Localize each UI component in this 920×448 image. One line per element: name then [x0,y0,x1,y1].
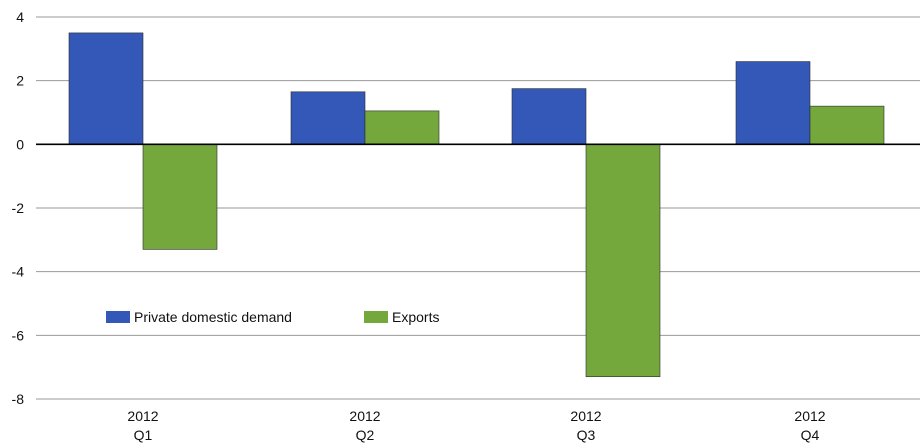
y-tick-label: 4 [16,9,24,25]
x-category-year-label: 2012 [794,408,825,424]
bar-exports-q1 [142,144,218,250]
y-tick-label: -4 [12,264,25,280]
y-tick-label: -8 [12,391,25,407]
bar-private-domestic-demand-q3 [511,88,587,145]
legend: Private domestic demand Exports [106,309,439,325]
bar-exports-q4 [809,105,885,145]
y-tick-label: 0 [16,136,24,152]
y-axis-tick-labels: 4 2 0 -2 -4 -6 -8 [12,9,25,407]
bar-exports-q2 [364,110,440,145]
x-category-year-label: 2012 [570,408,601,424]
bar-private-domestic-demand-q1 [68,32,144,145]
bar-private-domestic-demand-q2 [290,91,366,145]
x-axis-category-labels: 2012 Q1 2012 Q2 2012 Q3 2012 Q4 [127,408,825,443]
legend-label-private-domestic-demand: Private domestic demand [134,309,292,325]
bar-private-domestic-demand-q4 [735,61,811,145]
x-category-quarter-label: Q4 [801,427,820,443]
legend-label-exports: Exports [392,309,439,325]
x-category-year-label: 2012 [127,408,158,424]
x-category-quarter-label: Q3 [577,427,596,443]
x-category-quarter-label: Q1 [134,427,153,443]
x-category-quarter-label: Q2 [356,427,375,443]
x-category-year-label: 2012 [349,408,380,424]
y-tick-label: -6 [12,327,25,343]
bars [68,32,885,378]
y-tick-label: 2 [16,73,24,89]
y-tick-label: -2 [12,200,25,216]
bar-exports-q3 [585,144,661,378]
legend-swatch-exports [364,311,388,323]
legend-swatch-private-domestic-demand [106,311,130,323]
